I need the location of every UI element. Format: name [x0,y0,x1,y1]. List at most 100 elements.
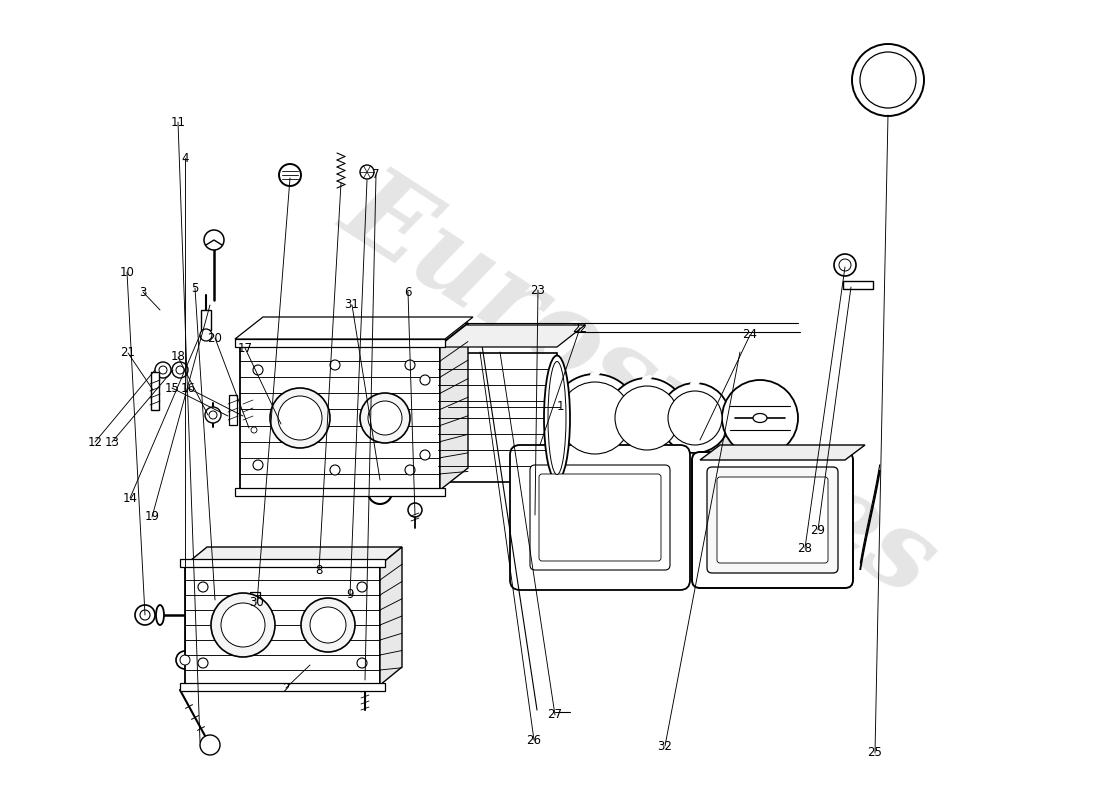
Text: 8: 8 [316,563,322,577]
Bar [438,353,557,482]
Circle shape [251,427,257,433]
Text: 5: 5 [191,282,199,294]
Bar [282,405,290,435]
Text: 11: 11 [170,115,186,129]
Text: 14: 14 [122,491,138,505]
Circle shape [834,254,856,276]
Circle shape [221,603,265,647]
Circle shape [368,480,392,504]
Circle shape [253,460,263,470]
Bar [244,395,252,425]
Polygon shape [438,325,585,347]
Circle shape [279,164,301,186]
Circle shape [420,375,430,385]
Text: 19: 19 [144,510,159,523]
Text: 23: 23 [530,283,546,297]
Bar [229,395,236,425]
Circle shape [200,735,220,755]
Polygon shape [700,445,865,460]
Circle shape [405,465,415,475]
Text: 2: 2 [283,682,289,694]
Ellipse shape [156,605,164,625]
Circle shape [722,380,798,456]
Circle shape [330,360,340,370]
Circle shape [198,582,208,592]
Polygon shape [440,323,467,490]
Circle shape [301,598,355,652]
Text: 6: 6 [405,286,411,298]
Circle shape [310,607,346,643]
Circle shape [253,365,263,375]
FancyBboxPatch shape [692,452,852,588]
Text: 13: 13 [104,435,120,449]
Circle shape [405,360,415,370]
Circle shape [852,44,924,116]
Circle shape [420,450,430,460]
Text: 24: 24 [742,329,758,342]
Text: 22: 22 [572,322,587,334]
Text: 12: 12 [88,435,102,449]
Circle shape [408,503,422,517]
Polygon shape [235,317,473,339]
Text: 32: 32 [658,739,672,753]
Text: 18: 18 [170,350,186,363]
Text: 1: 1 [557,401,563,414]
Text: 7: 7 [372,169,379,182]
Text: 21: 21 [121,346,135,359]
Circle shape [330,465,340,475]
Circle shape [860,52,916,108]
Circle shape [204,230,224,250]
Circle shape [278,396,322,440]
FancyBboxPatch shape [539,474,661,561]
Polygon shape [379,547,401,685]
Circle shape [248,423,261,437]
Text: 27: 27 [548,709,562,722]
FancyBboxPatch shape [717,477,828,563]
Circle shape [270,388,330,448]
Circle shape [368,401,402,435]
Circle shape [176,366,184,374]
Bar [180,683,385,691]
Circle shape [668,391,722,445]
Circle shape [211,593,275,657]
Circle shape [205,407,221,423]
Ellipse shape [754,414,767,422]
Text: 31: 31 [344,298,360,311]
Circle shape [200,329,212,341]
Circle shape [172,362,188,378]
Circle shape [155,362,170,378]
Circle shape [360,165,374,179]
Circle shape [360,393,410,443]
Circle shape [358,658,367,668]
Circle shape [358,582,367,592]
Text: 28: 28 [798,542,813,554]
Ellipse shape [544,355,570,481]
Polygon shape [240,323,468,345]
Circle shape [198,658,208,668]
Circle shape [839,259,851,271]
Text: Eurospares: Eurospares [323,154,956,616]
Polygon shape [185,547,402,565]
Circle shape [160,366,167,374]
Text: 29: 29 [811,523,825,537]
Text: 25: 25 [868,746,882,759]
Bar [240,345,440,490]
Text: 15: 15 [165,382,179,394]
Circle shape [660,383,730,453]
Circle shape [360,675,370,685]
Text: 26: 26 [527,734,541,746]
Bar [235,488,446,496]
Circle shape [209,411,217,419]
Circle shape [140,610,150,620]
Circle shape [607,378,688,458]
Ellipse shape [548,362,566,474]
Text: 30: 30 [250,597,264,610]
Bar [180,559,385,567]
Text: 20: 20 [208,331,222,345]
FancyBboxPatch shape [530,465,670,570]
Bar [201,310,211,330]
Circle shape [135,605,155,625]
Circle shape [615,386,679,450]
Circle shape [180,655,190,665]
FancyBboxPatch shape [707,467,838,573]
